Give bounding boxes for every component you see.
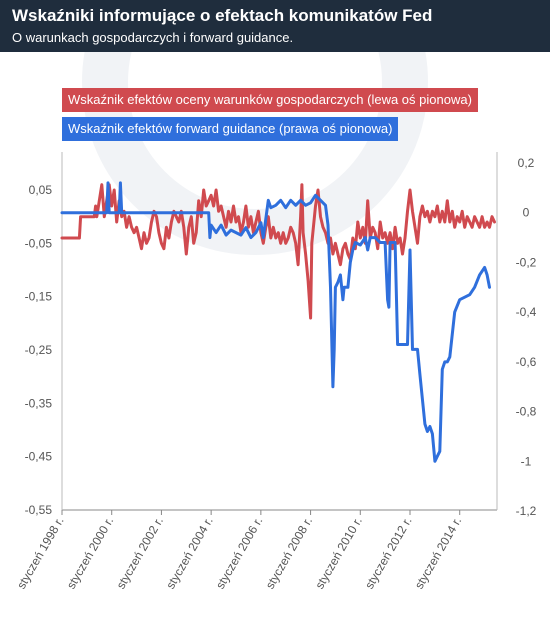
series-line-forward-guidance bbox=[60, 181, 491, 463]
x-tick-label: styczeń 2014 r. bbox=[412, 515, 464, 592]
watermark-ring bbox=[82, 52, 428, 255]
left-tick-label: -0,05 bbox=[25, 236, 53, 250]
chart-header: Wskaźniki informujące o efektach komunik… bbox=[0, 0, 550, 52]
legend-entry-economic-conditions: Wskaźnik efektów oceny warunków gospodar… bbox=[62, 88, 478, 112]
right-tick-label: -0,4 bbox=[516, 305, 537, 319]
right-tick-label: -1,2 bbox=[516, 504, 537, 518]
right-tick-label: 0 bbox=[523, 206, 530, 220]
x-tick-label: styczeń 2010 r. bbox=[312, 515, 364, 592]
right-tick-label: -0,2 bbox=[516, 255, 537, 269]
watermark-logo bbox=[82, 52, 428, 255]
chart-series bbox=[60, 181, 496, 463]
x-tick-label: styczeń 1998 r. bbox=[14, 515, 66, 592]
x-tick-label: styczeń 2000 r. bbox=[64, 515, 116, 592]
line-chart: 0,05 -0,05 -0,15 -0,25 -0,35 -0,45 -0,55 0,2 0 -0… bbox=[14, 52, 537, 592]
chart-title: Wskaźniki informujące o efektach komunik… bbox=[12, 6, 433, 25]
left-tick-label: -0,55 bbox=[25, 503, 53, 517]
x-tick-label: styczeń 2012 r. bbox=[362, 515, 414, 592]
x-tick-label: styczeń 2006 r. bbox=[213, 515, 265, 592]
right-tick-label: -0,8 bbox=[516, 405, 537, 419]
x-tick-label: styczeń 2008 r. bbox=[263, 515, 315, 592]
left-tick-label: 0,05 bbox=[29, 183, 53, 197]
x-tick-label: styczeń 2002 r. bbox=[114, 515, 166, 592]
right-tick-label: -1 bbox=[521, 454, 532, 468]
right-tick-label: 0,2 bbox=[518, 156, 535, 170]
x-tick-label: styczeń 2004 r. bbox=[163, 515, 215, 592]
left-tick-label: -0,25 bbox=[25, 343, 53, 357]
left-tick-label: -0,45 bbox=[25, 450, 53, 464]
left-tick-label: -0,15 bbox=[25, 290, 53, 304]
right-tick-label: -0,6 bbox=[516, 355, 537, 369]
legend-entry-forward-guidance: Wskaźnik efektów forward guidance (prawa… bbox=[62, 117, 399, 141]
chart-subtitle: O warunkach gospodarczych i forward guid… bbox=[12, 30, 294, 45]
left-tick-label: -0,35 bbox=[25, 396, 53, 410]
